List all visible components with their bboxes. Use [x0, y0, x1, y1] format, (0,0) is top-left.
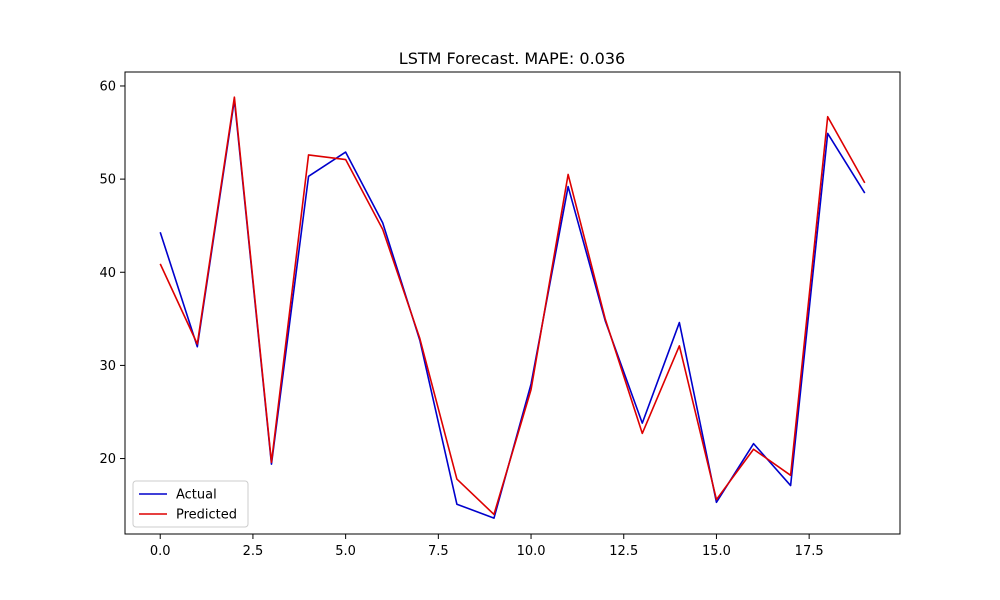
x-tick-label: 5.0 — [335, 544, 356, 559]
chart-title: LSTM Forecast. MAPE: 0.036 — [399, 49, 625, 68]
x-tick-label: 2.5 — [243, 544, 264, 559]
series-line-predicted — [159, 96, 866, 516]
y-tick-label: 30 — [99, 359, 116, 374]
legend-box — [132, 480, 249, 528]
y-tick-label: 60 — [99, 79, 116, 94]
x-tick-label: 15.0 — [702, 544, 731, 559]
legend: Actual Predicted — [132, 480, 249, 528]
y-tick-label: 40 — [99, 266, 116, 281]
legend-label: Predicted — [176, 508, 237, 523]
x-tick-label: 17.5 — [795, 544, 824, 559]
y-axis: 20 30 40 50 60 — [99, 79, 125, 467]
x-axis: 0.0 2.5 5.0 7.5 10.0 12.5 15.0 17.5 — [150, 534, 824, 559]
x-tick-label: 0.0 — [150, 544, 171, 559]
plot-area — [124, 71, 901, 535]
x-tick-label: 10.0 — [517, 544, 546, 559]
y-tick-label: 20 — [99, 452, 116, 467]
legend-label: Actual — [176, 488, 217, 503]
x-tick-label: 12.5 — [609, 544, 638, 559]
series-group — [159, 96, 866, 519]
x-tick-label: 7.5 — [428, 544, 449, 559]
series-line-actual — [159, 99, 866, 519]
y-tick-label: 50 — [99, 173, 116, 188]
